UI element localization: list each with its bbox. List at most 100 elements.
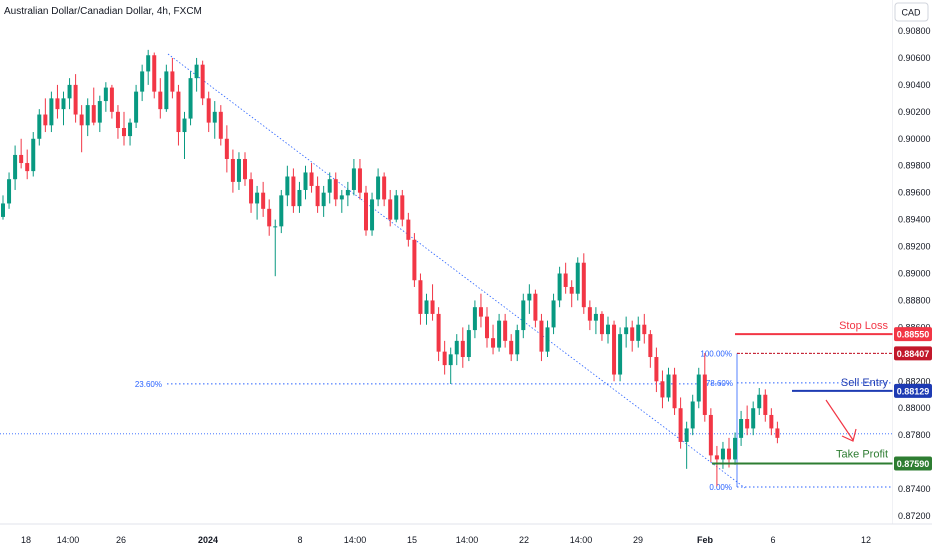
candle[interactable] [684, 421, 689, 469]
candle[interactable] [642, 313, 647, 344]
candle[interactable] [569, 280, 574, 308]
candle[interactable] [25, 149, 30, 180]
candle[interactable] [733, 432, 738, 465]
time-axis-ticks[interactable]: 18 14:00 26 2024 8 14:00 15 14:00 22 14:00 29 Feb 6 1… [21, 535, 871, 545]
candle[interactable] [745, 405, 750, 436]
candle[interactable] [55, 84, 60, 119]
candle[interactable] [430, 284, 435, 321]
candle[interactable] [466, 324, 471, 362]
candle[interactable] [454, 334, 459, 366]
candle[interactable] [339, 189, 344, 213]
candle[interactable] [224, 125, 229, 173]
candle[interactable] [103, 82, 108, 112]
candle[interactable] [146, 49, 151, 85]
candle[interactable] [418, 273, 423, 325]
candle[interactable] [563, 262, 568, 294]
candle[interactable] [400, 189, 405, 227]
candle[interactable] [303, 165, 308, 200]
candle[interactable] [327, 172, 332, 204]
candle[interactable] [708, 408, 713, 463]
candle[interactable] [472, 300, 477, 339]
candle[interactable] [152, 52, 157, 99]
candle[interactable] [587, 300, 592, 331]
candle[interactable] [357, 158, 362, 200]
candle[interactable] [557, 266, 562, 308]
candle[interactable] [109, 84, 114, 119]
candle[interactable] [13, 145, 18, 190]
candle[interactable] [115, 105, 120, 139]
candle[interactable] [751, 401, 756, 436]
candle[interactable] [243, 152, 247, 186]
candle[interactable] [509, 334, 514, 362]
candle[interactable] [702, 352, 707, 422]
candle[interactable] [333, 172, 338, 207]
candle[interactable] [618, 327, 623, 382]
candle[interactable] [527, 284, 532, 314]
candle[interactable] [612, 320, 617, 382]
candle[interactable] [49, 91, 54, 133]
candle[interactable] [624, 316, 629, 348]
candle[interactable] [31, 132, 36, 177]
candle[interactable] [714, 445, 719, 487]
candle[interactable] [79, 105, 84, 153]
candle[interactable] [388, 189, 393, 227]
candle[interactable] [491, 324, 496, 355]
candle[interactable] [606, 316, 610, 344]
candle[interactable] [757, 388, 762, 415]
candle[interactable] [182, 111, 187, 159]
candle[interactable] [73, 74, 78, 123]
candle[interactable] [478, 293, 483, 328]
candle[interactable] [545, 320, 550, 358]
candle[interactable] [249, 172, 254, 213]
candle[interactable] [67, 78, 72, 110]
projection-arrow[interactable] [825, 399, 857, 442]
candle[interactable] [503, 313, 508, 348]
candle[interactable] [497, 313, 502, 352]
candle[interactable] [636, 316, 641, 348]
candle[interactable] [230, 149, 235, 193]
candle[interactable] [321, 185, 326, 217]
candle[interactable] [85, 98, 90, 137]
candle[interactable] [599, 311, 604, 341]
candle[interactable] [654, 347, 659, 393]
candle[interactable] [176, 84, 181, 146]
candle[interactable] [370, 192, 375, 236]
candle[interactable] [575, 257, 580, 301]
candle[interactable] [188, 71, 193, 126]
candle[interactable] [267, 199, 272, 236]
candle[interactable] [515, 324, 520, 362]
candle[interactable] [769, 408, 774, 436]
candle[interactable] [678, 397, 683, 449]
candle[interactable] [593, 307, 598, 335]
candle[interactable] [394, 189, 399, 223]
candle[interactable] [43, 98, 48, 133]
candle[interactable] [581, 253, 586, 314]
candle[interactable] [696, 367, 701, 409]
candle[interactable] [273, 219, 278, 277]
candle[interactable] [424, 293, 429, 325]
candle[interactable] [218, 105, 223, 146]
candle[interactable] [630, 320, 635, 352]
plot-area[interactable] [0, 0, 893, 524]
candle[interactable] [291, 168, 296, 213]
candle[interactable] [200, 60, 205, 106]
candle[interactable] [206, 91, 211, 133]
candle[interactable] [521, 293, 526, 339]
candle[interactable] [376, 168, 381, 207]
candle[interactable] [97, 95, 102, 133]
candle[interactable] [448, 347, 453, 384]
price-axis[interactable] [893, 0, 932, 524]
candle[interactable] [739, 410, 744, 446]
candle[interactable] [164, 64, 169, 112]
candle[interactable] [140, 64, 145, 102]
candle[interactable] [551, 293, 556, 335]
candle[interactable] [351, 158, 356, 196]
candle[interactable] [61, 91, 66, 126]
candle[interactable] [406, 212, 411, 247]
candle[interactable] [122, 111, 126, 146]
candle[interactable] [442, 340, 447, 375]
candle[interactable] [7, 172, 12, 209]
candle[interactable] [648, 330, 653, 368]
candle[interactable] [485, 307, 489, 348]
candle[interactable] [37, 109, 42, 146]
